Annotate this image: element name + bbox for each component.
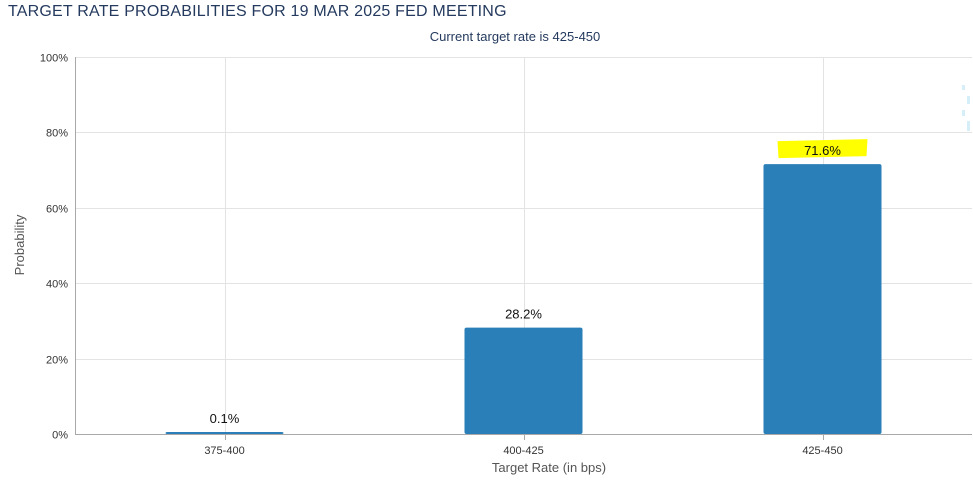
highlight-layer: [777, 139, 868, 159]
x-tick-label: 425-450: [802, 445, 842, 457]
bar-400-425[interactable]: [464, 327, 583, 434]
y-tick-label: 100%: [40, 53, 68, 65]
data-label: 71.6%: [804, 143, 841, 158]
y-tick-label: 80%: [46, 128, 68, 140]
decorative-mark: [962, 110, 965, 116]
bars-layer: [165, 164, 882, 434]
y-tick-label: 20%: [46, 355, 68, 367]
y-tick-label: 60%: [46, 204, 68, 216]
data-label: 28.2%: [505, 307, 542, 322]
decorative-mark: [962, 85, 965, 90]
y-tick-label: 0%: [52, 430, 68, 442]
data-label: 0.1%: [210, 411, 240, 426]
bar-425-450[interactable]: [763, 164, 882, 434]
y-tick-label: 40%: [46, 279, 68, 291]
chart-subtitle: Current target rate is 425-450: [429, 29, 601, 44]
x-tick-label: 375-400: [204, 445, 244, 457]
labels-layer: 0% 20% 40% 60% 80% 100% 375-400 0.1% 400-425 28.2…: [40, 53, 843, 458]
decorative-mark: [967, 96, 970, 104]
chart-title: TARGET RATE PROBABILITIES FOR 19 MAR 202…: [8, 3, 507, 20]
axes-layer: [75, 57, 972, 440]
x-axis-title: Target Rate (in bps): [492, 460, 606, 475]
decorative-marks: [962, 85, 970, 131]
x-tick-label: 400-425: [503, 445, 543, 457]
bar-375-400[interactable]: [165, 432, 284, 434]
y-axis-title: Probability: [12, 214, 27, 275]
highlight-marker: [777, 139, 868, 159]
decorative-mark: [967, 121, 970, 131]
